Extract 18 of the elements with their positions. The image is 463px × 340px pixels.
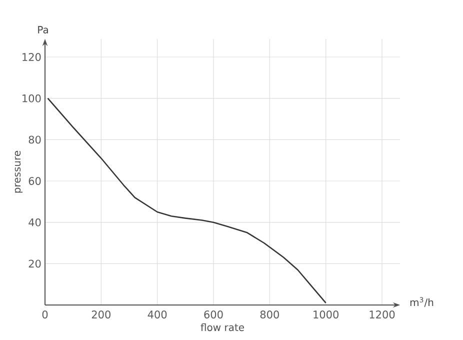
y-tick-label: 40: [28, 218, 41, 226]
y-tick-label: 60: [28, 177, 41, 185]
y-tick-label: 120: [22, 53, 41, 61]
x-tick-label: 1000: [314, 310, 338, 318]
text: m$^{3}$/h: [410, 297, 434, 307]
x-tick-label: 600: [204, 310, 223, 318]
x-axis-title: flow rate: [200, 323, 244, 332]
line-series: [47, 98, 326, 304]
x-tick-label: 1200: [370, 310, 395, 318]
y-tick-label: 100: [22, 94, 41, 102]
x-tick-label: 800: [260, 310, 279, 318]
x-tick-label: 400: [148, 310, 167, 318]
y-axis-title: pressure: [14, 150, 23, 193]
y-tick-label: 20: [28, 260, 41, 268]
x-tick-label: 0: [42, 310, 48, 318]
text: Pa: [38, 26, 48, 34]
y-tick-label: 80: [28, 136, 41, 144]
x-tick-label: 200: [92, 310, 110, 318]
